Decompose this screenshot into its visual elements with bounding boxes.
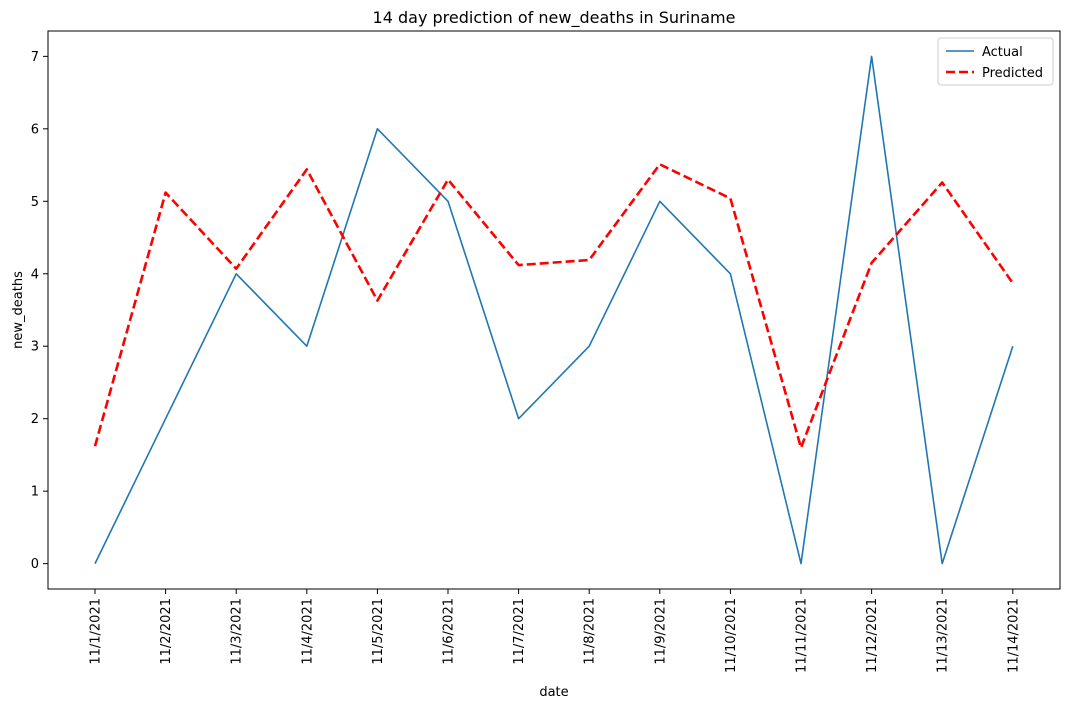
x-tick-label: 11/5/2021 (371, 598, 386, 665)
x-tick-label: 11/13/2021 (936, 598, 951, 673)
x-tick-label: 11/1/2021 (89, 598, 104, 665)
y-tick-label: 7 (31, 50, 39, 65)
series-line-predicted (93, 163, 1014, 450)
y-tick-label: 5 (31, 195, 39, 210)
x-tick-label: 11/14/2021 (1006, 598, 1021, 673)
y-axis-label: new_deaths (11, 271, 26, 349)
y-tick-label: 0 (31, 557, 39, 572)
x-tick-label: 11/12/2021 (865, 598, 880, 673)
x-tick-label: 11/8/2021 (583, 598, 598, 665)
y-tick-label: 4 (31, 267, 39, 282)
x-axis-label: date (539, 685, 568, 700)
legend-label-actual: Actual (982, 45, 1023, 60)
x-tick-label: 11/2/2021 (159, 598, 174, 665)
legend: Actual Predicted (937, 37, 1054, 86)
x-tick-label: 11/6/2021 (442, 598, 457, 665)
x-tick-label: 11/9/2021 (653, 598, 668, 665)
x-tick-label: 11/4/2021 (300, 598, 315, 665)
series-line-actual (94, 55, 1014, 565)
plot-area (47, 30, 1061, 590)
series-layer (93, 55, 1014, 565)
chart-title: 14 day prediction of new_deaths in Surin… (373, 8, 736, 28)
y-tick-label: 6 (31, 122, 39, 137)
legend-label-predicted: Predicted (982, 66, 1043, 81)
y-tick-label: 3 (31, 340, 39, 355)
x-axis: 11/1/2021 11/2/2021 11/3/2021 11/4/2021 11/5… (89, 589, 1021, 673)
x-tick-label: 11/11/2021 (795, 598, 810, 673)
y-tick-label: 2 (31, 412, 39, 427)
x-tick-label: 11/7/2021 (512, 598, 527, 665)
x-tick-label: 11/3/2021 (230, 598, 245, 665)
y-tick-label: 1 (31, 485, 39, 500)
y-axis: 0 1 2 3 4 5 6 7 (31, 50, 48, 572)
x-tick-label: 11/10/2021 (724, 598, 739, 673)
